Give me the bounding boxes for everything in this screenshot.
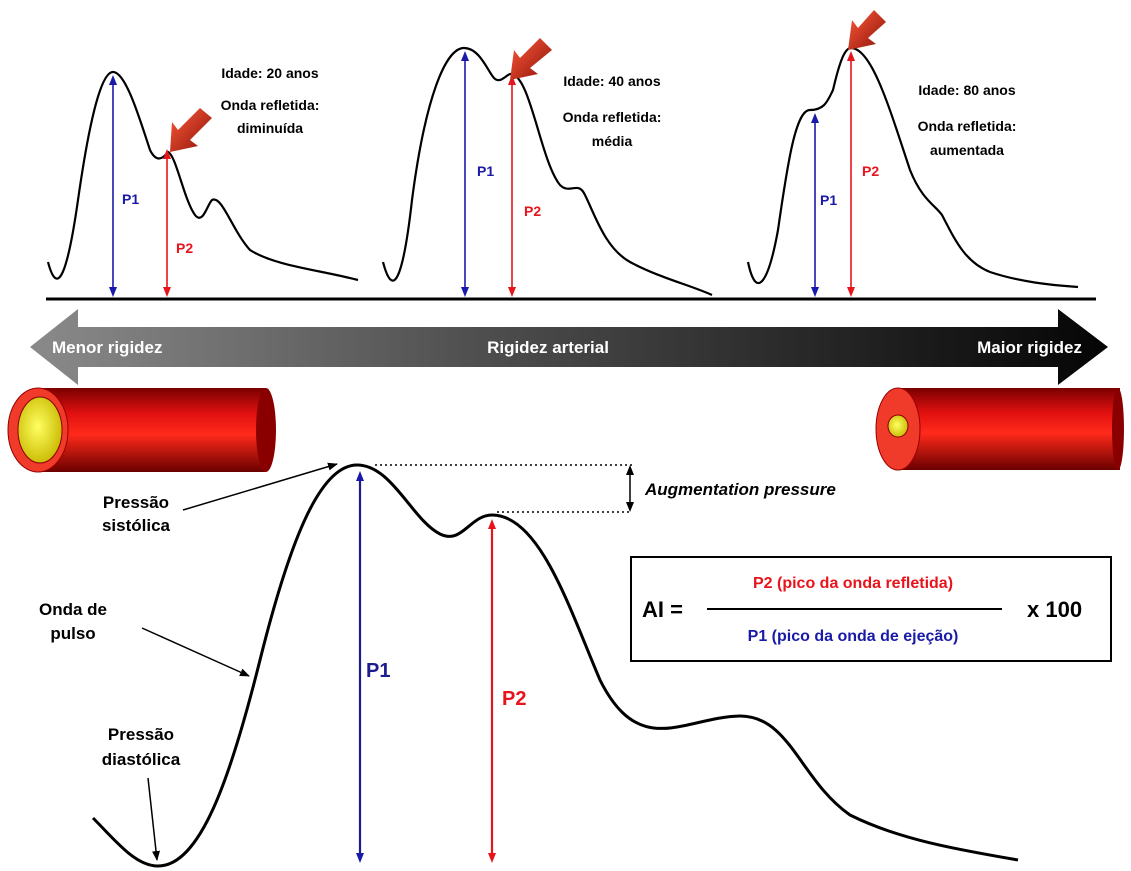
systolic-label-line1: Pressão [103, 493, 169, 512]
stiffness-bar: Menor rigidez Rigidez arterial Maior rig… [30, 309, 1108, 385]
stiffness-arrow-shape [30, 309, 1108, 385]
young-pointer-arrow [170, 108, 212, 152]
old-pointer-arrow [848, 10, 886, 50]
middle-wave-curve [381, 46, 713, 297]
artery-stiff [875, 387, 1124, 471]
main-p2-label: P2 [502, 688, 526, 710]
panel-young: P1 P2 Idade: 20 anos Onda refletida: dim… [46, 65, 359, 297]
formula-multiplier: x 100 [1027, 597, 1082, 622]
pulse-label-line2: pulso [50, 624, 95, 643]
main-pulse-wave: Augmentation pressure P1 P2 Pressão sist… [39, 462, 1019, 868]
young-p2-label: P2 [176, 240, 193, 256]
middle-reflected-value: média [592, 133, 633, 149]
old-p2-label: P2 [862, 163, 879, 179]
young-reflected-value: diminuída [237, 120, 303, 136]
stiffness-left-label: Menor rigidez [52, 338, 163, 357]
systolic-pointer [182, 462, 338, 511]
stiffness-right-label: Maior rigidez [977, 338, 1082, 357]
main-p1-label: P1 [366, 660, 390, 682]
artery-compliant-lumen [17, 396, 63, 464]
young-p1-label: P1 [122, 191, 139, 207]
old-wave-curve [746, 46, 1079, 289]
old-reflected-value: aumentada [930, 142, 1004, 158]
middle-p2-label: P2 [524, 203, 541, 219]
pulse-label-line1: Onda de [39, 600, 107, 619]
formula-lhs: AI = [642, 597, 683, 622]
formula-canvas: AI = P2 (pico da onda refletida) P1 (pic… [642, 575, 1082, 645]
diastolic-label-line1: Pressão [108, 725, 174, 744]
young-age-label: Idade: 20 anos [221, 65, 318, 81]
pulse-pointer [141, 627, 250, 677]
middle-age-label: Idade: 40 anos [563, 73, 660, 89]
diastolic-pointer [147, 777, 160, 861]
middle-reflected-title: Onda refletida: [563, 109, 662, 125]
diastolic-label-line2: diastólica [102, 750, 181, 769]
augmentation-label: Augmentation pressure [644, 480, 836, 499]
artery-stiff-lumen [887, 414, 909, 438]
main-wave-curve [91, 463, 1019, 868]
middle-p1-label: P1 [477, 163, 494, 179]
stiffness-center-label: Rigidez arterial [487, 338, 609, 357]
old-reflected-title: Onda refletida: [918, 118, 1017, 134]
young-reflected-title: Onda refletida: [221, 97, 320, 113]
old-p1-label: P1 [820, 192, 837, 208]
artery-compliant [7, 387, 276, 473]
augmentation-index-formula: AI = P2 (pico da onda refletida) P1 (pic… [630, 556, 1112, 662]
middle-pointer-arrow [510, 38, 552, 80]
formula-denominator: P1 (pico da onda de ejeção) [748, 628, 959, 645]
panel-middle: P1 P2 Idade: 40 anos Onda refletida: méd… [381, 38, 713, 297]
systolic-label-line2: sistólica [102, 516, 171, 535]
formula-numerator: P2 (pico da onda refletida) [753, 575, 953, 592]
panel-old: P1 P2 Idade: 80 anos Onda refletida: aum… [746, 10, 1079, 297]
old-age-label: Idade: 80 anos [918, 82, 1015, 98]
